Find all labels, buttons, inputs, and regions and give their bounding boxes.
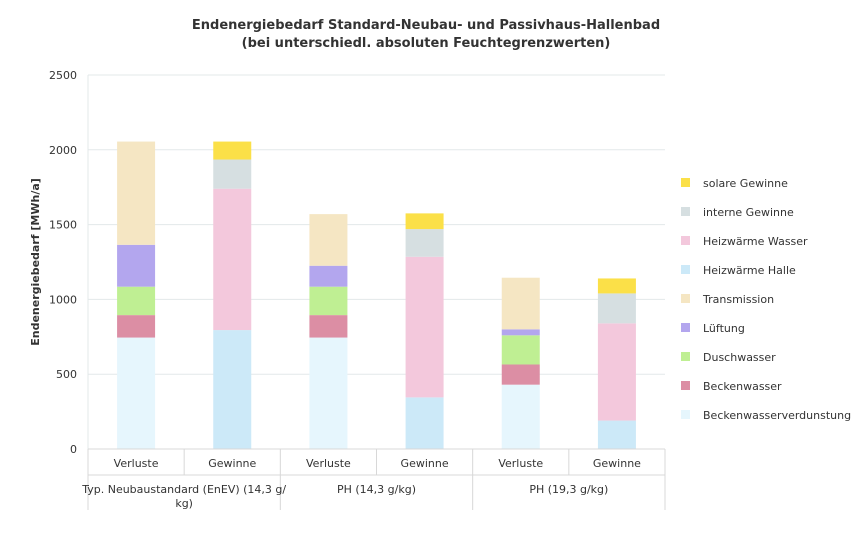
bar-segment xyxy=(117,337,156,449)
y-tick-label: 500 xyxy=(56,368,77,381)
bar-segment xyxy=(309,265,348,287)
legend-label: Beckenwasserverdunstung xyxy=(703,409,851,422)
legend-label: Heizwärme Wasser xyxy=(703,235,808,248)
y-tick-label: 2000 xyxy=(49,144,77,157)
legend-swatch xyxy=(681,294,690,303)
legend-label: Lüftung xyxy=(703,322,745,335)
y-tick-label: 1500 xyxy=(49,219,77,232)
bar-segment xyxy=(405,256,444,398)
bar-segment xyxy=(213,159,252,189)
bar-segment xyxy=(501,335,540,365)
x-tick-label: Gewinne xyxy=(208,457,256,470)
bar-segment xyxy=(213,188,252,331)
bar-segment xyxy=(117,286,156,316)
legend-label: Heizwärme Halle xyxy=(703,264,796,277)
bar-segment xyxy=(501,384,540,449)
bar-segment xyxy=(213,141,252,160)
bar-segment xyxy=(117,141,156,245)
group-label: kg) xyxy=(175,497,193,510)
bar-segment xyxy=(597,278,636,294)
gridlines xyxy=(87,74,665,450)
legend-label: interne Gewinne xyxy=(703,206,794,219)
bar-segment xyxy=(501,329,540,336)
legend-label: Transmission xyxy=(702,293,774,306)
legend: solare Gewinne interne Gewinne Heizwärme W… xyxy=(681,177,851,422)
chart-title-line-1: Endenergiebedarf Standard-Neubau- und Pa… xyxy=(192,18,660,33)
legend-swatch xyxy=(681,236,690,245)
x-tick-label: Gewinne xyxy=(401,457,449,470)
group-label: Typ. Neubaustandard (EnEV) (14,3 g/ xyxy=(81,483,286,496)
legend-swatch xyxy=(681,265,690,274)
legend-swatch xyxy=(681,207,690,216)
chart-title-line-2: (bei unterschiedl. absoluten Feuchtegren… xyxy=(242,36,611,51)
legend-label: Beckenwasser xyxy=(703,380,782,393)
bar-segment xyxy=(597,323,636,421)
legend-swatch xyxy=(681,323,690,332)
bar-segment xyxy=(405,229,444,257)
legend-swatch xyxy=(681,352,690,361)
bar-segment xyxy=(597,293,636,324)
bar-segment xyxy=(117,315,156,338)
y-tick-label: 1000 xyxy=(49,293,77,306)
bar-segment xyxy=(309,337,348,449)
group-label: PH (14,3 g/kg) xyxy=(337,483,416,496)
legend-swatch xyxy=(681,178,690,187)
legend-swatch xyxy=(681,381,690,390)
legend-label: solare Gewinne xyxy=(703,177,788,190)
y-axis-label: Endenergiebedarf [MWh/a] xyxy=(29,178,42,346)
bar-segment xyxy=(597,420,636,449)
bar-segment xyxy=(117,244,156,287)
legend-swatch xyxy=(681,410,690,419)
bar-segment xyxy=(309,315,348,338)
bar-segment xyxy=(309,286,348,316)
group-label: PH (19,3 g/kg) xyxy=(529,483,608,496)
bar-segment xyxy=(501,364,540,385)
bars xyxy=(117,141,636,449)
x-tick-label: Verluste xyxy=(114,457,159,470)
y-tick-labels: 0 500 1000 1500 2000 2500 xyxy=(49,69,77,456)
bar-segment xyxy=(213,330,252,449)
x-tick-label: Gewinne xyxy=(593,457,641,470)
bar-segment xyxy=(405,397,444,449)
x-tick-label: Verluste xyxy=(306,457,351,470)
y-tick-label: 0 xyxy=(70,443,77,456)
bar-segment xyxy=(405,213,444,230)
legend-label: Duschwasser xyxy=(703,351,776,364)
category-axis: Verluste Gewinne Verluste Gewinne Verluste Ge… xyxy=(81,448,666,510)
y-tick-label: 2500 xyxy=(49,69,77,82)
x-tick-label: Verluste xyxy=(498,457,543,470)
bar-segment xyxy=(309,214,348,266)
bar-segment xyxy=(501,277,540,330)
